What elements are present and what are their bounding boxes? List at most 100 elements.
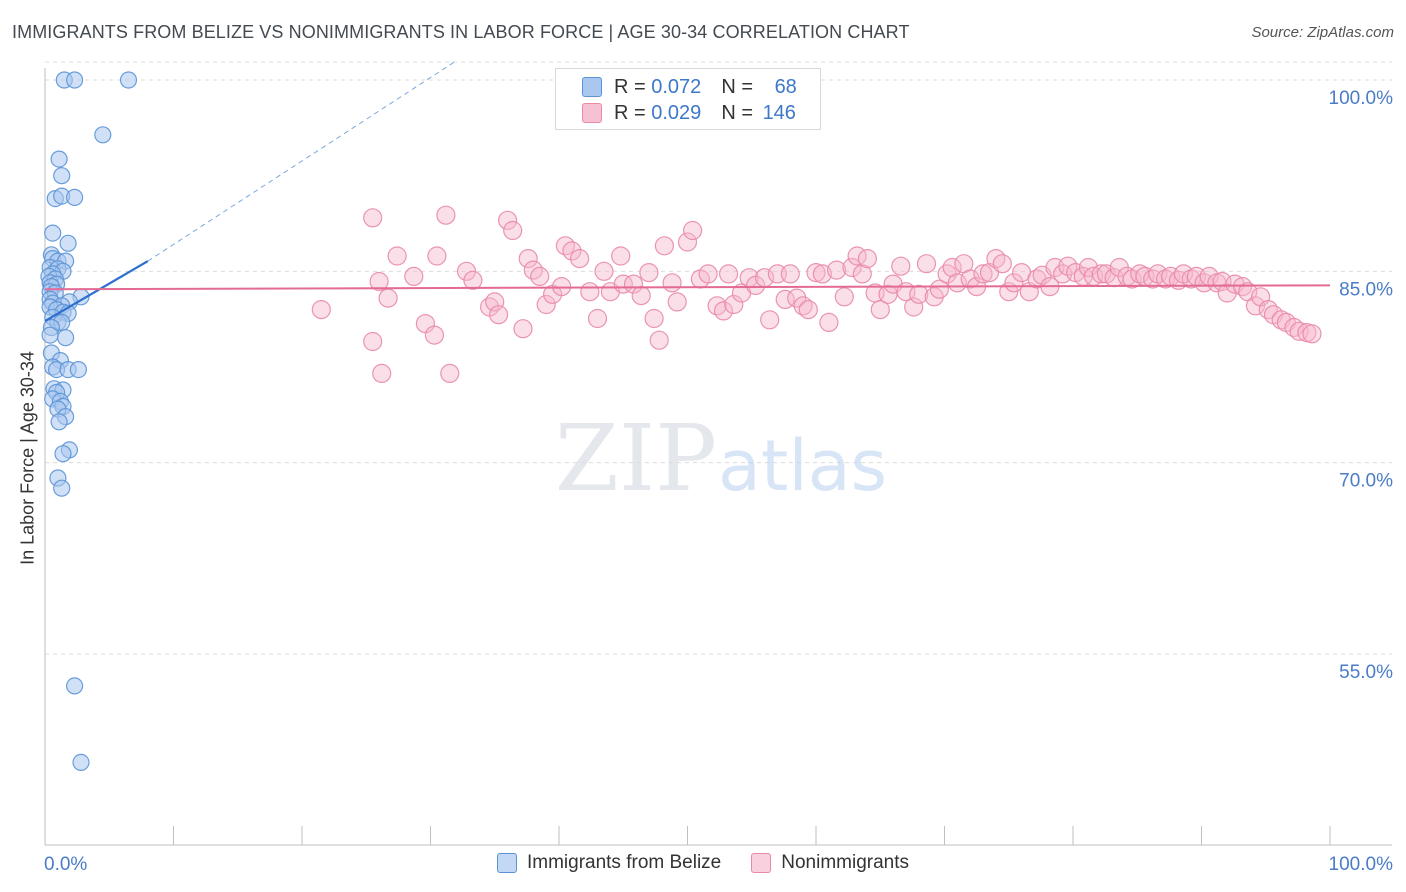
data-point-nonimmigrant	[562, 241, 582, 261]
data-point-nonimmigrant	[780, 264, 800, 284]
data-point-nonimmigrant	[942, 257, 962, 278]
data-point-nonimmigrant	[311, 300, 331, 320]
data-point-belize	[50, 150, 68, 168]
data-point-nonimmigrant	[378, 288, 398, 308]
data-point-nonimmigrant	[870, 300, 890, 320]
legend-item-nonimmigrants[interactable]: Nonimmigrants	[751, 852, 909, 874]
data-point-nonimmigrant	[611, 246, 631, 266]
data-point-nonimmigrant	[662, 273, 682, 293]
data-point-nonimmigrant	[812, 264, 833, 284]
data-point-belize	[56, 329, 75, 347]
trend-lines	[44, 60, 1331, 323]
legend-swatch-belize	[582, 77, 602, 97]
data-point-nonimmigrant	[503, 220, 523, 241]
legend-n-value-belize: 68	[774, 75, 797, 98]
data-point-nonimmigrant	[631, 286, 651, 306]
data-point-nonimmigrant	[569, 249, 590, 269]
data-point-nonimmigrant	[463, 270, 483, 290]
watermark: ZIP atlas	[555, 405, 887, 512]
legend-n-label: N =	[721, 75, 759, 98]
data-point-nonimmigrant	[718, 264, 739, 284]
data-point-nonimmigrant	[857, 249, 878, 269]
data-point-nonimmigrant	[1091, 264, 1111, 284]
y-tick-label: 70.0%	[1339, 471, 1393, 492]
legend-n-value-nonimmigrants: 146	[762, 101, 796, 124]
data-point-nonimmigrant	[707, 296, 727, 316]
data-point-belize	[44, 224, 62, 242]
data-point-nonimmigrant	[644, 308, 664, 329]
data-point-nonimmigrant	[986, 249, 1006, 269]
legend-r-value-nonimmigrants: 0.029	[651, 101, 702, 124]
data-point-belize	[119, 71, 138, 89]
source-label: Source: ZipAtlas.com	[1251, 24, 1394, 41]
y-axis-label: In Labor Force | Age 30-34	[17, 351, 38, 565]
watermark-zip: ZIP	[555, 405, 717, 512]
data-point-nonimmigrant	[580, 282, 600, 302]
data-point-nonimmigrant	[587, 308, 608, 329]
legend-label-belize: Immigrants from Belize	[526, 852, 722, 873]
data-point-nonimmigrant	[842, 257, 862, 278]
data-point-nonimmigrant	[498, 210, 518, 230]
data-point-nonimmigrant	[489, 305, 509, 325]
data-point-nonimmigrant	[798, 300, 818, 320]
data-point-nonimmigrant	[530, 266, 550, 286]
data-point-nonimmigrant	[518, 249, 538, 269]
belize-points	[40, 71, 138, 772]
nonimmigrants-points	[311, 205, 1322, 383]
data-point-nonimmigrant	[485, 292, 505, 312]
data-point-belize	[65, 188, 84, 206]
data-point-nonimmigrant	[806, 263, 826, 283]
data-point-belize	[65, 677, 84, 695]
data-point-nonimmigrant	[891, 256, 911, 276]
data-point-nonimmigrant	[436, 205, 456, 225]
data-point-nonimmigrant	[713, 301, 734, 321]
legend-row-belize: R = 0.072 N = 68	[582, 75, 797, 99]
data-point-nonimmigrant	[404, 266, 424, 286]
trend-extension-belize	[147, 60, 457, 262]
data-point-nonimmigrant	[682, 220, 703, 241]
data-point-nonimmigrant	[536, 294, 556, 315]
data-point-belize	[65, 71, 84, 89]
data-point-belize	[72, 753, 90, 772]
data-point-nonimmigrant	[909, 284, 929, 304]
data-point-nonimmigrant	[677, 232, 698, 252]
data-point-nonimmigrant	[555, 236, 576, 256]
legend-n-label: N =	[721, 101, 759, 124]
data-point-belize	[53, 167, 71, 185]
data-point-nonimmigrant	[698, 264, 718, 284]
data-point-nonimmigrant	[960, 269, 980, 289]
legend-swatch-nonimmigrants	[751, 853, 772, 873]
axis-layer	[44, 68, 1392, 846]
data-point-belize	[94, 126, 112, 144]
tick-labels: 100.0% 85.0% 70.0% 55.0% 0.0% 100.0%	[44, 88, 1393, 875]
data-point-nonimmigrant	[667, 292, 687, 312]
x-tick-label-min: 0.0%	[44, 854, 87, 875]
chart-title: IMMIGRANTS FROM BELIZE VS NONIMMIGRANTS …	[12, 22, 910, 42]
trend-line-belize	[44, 260, 149, 323]
data-point-nonimmigrant	[387, 246, 407, 266]
legend-label-nonimmigrants: Nonimmigrants	[781, 852, 910, 873]
legend-swatch-nonimmigrants	[582, 103, 602, 123]
data-point-nonimmigrant	[424, 325, 444, 345]
data-point-nonimmigrant	[973, 264, 993, 284]
data-point-belize	[41, 326, 59, 344]
series-legend: Immigrants from Belize Nonimmigrants	[0, 852, 1406, 874]
data-point-nonimmigrant	[929, 279, 950, 299]
legend-r-label: R =	[614, 101, 652, 124]
legend-row-nonimmigrants: R = 0.029 N = 146	[582, 101, 796, 125]
y-tick-label: 100.0%	[1329, 88, 1394, 109]
x-tick-label-max: 100.0%	[1329, 854, 1394, 875]
y-tick-label: 85.0%	[1339, 279, 1393, 300]
legend-item-belize[interactable]: Immigrants from Belize	[496, 852, 722, 874]
data-point-nonimmigrant	[513, 319, 533, 339]
legend-r-value-belize: 0.072	[651, 75, 702, 98]
data-point-nonimmigrant	[594, 261, 614, 281]
data-point-nonimmigrant	[787, 288, 807, 308]
data-point-nonimmigrant	[427, 246, 447, 266]
data-point-nonimmigrant	[1258, 300, 1278, 320]
data-point-nonimmigrant	[551, 277, 572, 297]
y-tick-label: 55.0%	[1339, 662, 1393, 683]
data-point-nonimmigrant	[904, 297, 924, 317]
data-point-belize	[53, 479, 71, 497]
